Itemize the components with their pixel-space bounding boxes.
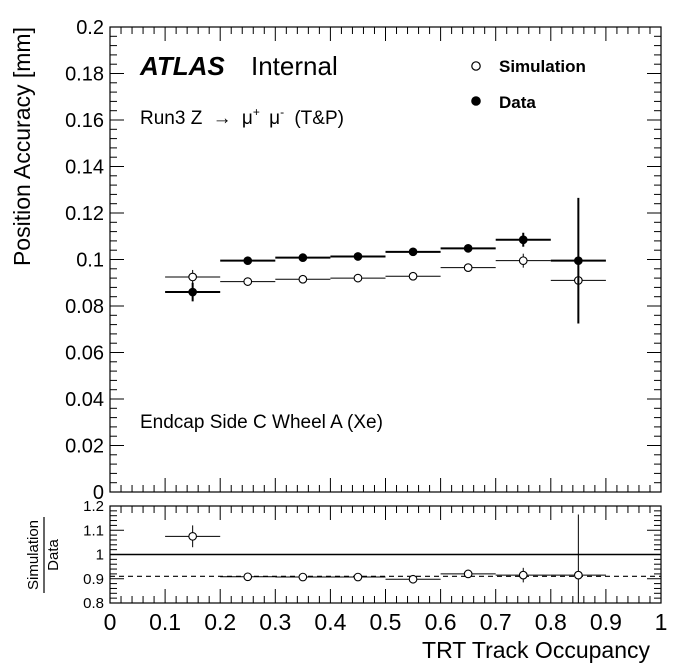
x-tick-label: 0.3	[259, 609, 291, 635]
ratio-y-tick-labels: 0.8 0.9 1 1.1 1.2	[83, 498, 104, 612]
simulation-point-marker	[518, 256, 528, 266]
ratio-y-label-denominator: Data	[45, 539, 62, 571]
x-tick-labels: 0 0.1 0.2 0.3 0.4 0.5 0.6 0.7 0.8 0.9 1	[104, 609, 668, 635]
process-suffix: (T&P)	[294, 108, 344, 129]
ratio-point-marker	[188, 531, 197, 541]
main-y-tick-label: 0	[93, 482, 104, 504]
simulation-point-marker	[408, 271, 418, 281]
ratio-y-label-numerator: Simulation	[25, 520, 42, 590]
main-y-tick-label: 0.06	[65, 343, 104, 365]
x-tick-label: 0.8	[535, 609, 567, 635]
x-tick-label: 0	[104, 609, 117, 635]
x-tick-label: 1	[655, 609, 668, 635]
data-point-marker	[243, 256, 253, 266]
data-point-marker	[353, 252, 363, 261]
process-arrow: →	[213, 108, 232, 129]
ratio-y-tick-label: 0.9	[83, 571, 104, 588]
main-y-tick-label: 0.08	[65, 296, 104, 318]
atlas-status-label: Internal	[251, 51, 338, 81]
x-tick-label: 0.7	[480, 609, 512, 635]
ratio-y-tick-label: 0.8	[83, 595, 104, 612]
process-mu-plus: μ	[242, 108, 253, 129]
simulation-point-marker	[463, 263, 473, 272]
ratio-point-marker	[298, 572, 308, 582]
main-y-tick-label: 0.14	[65, 157, 104, 179]
main-y-tick-label: 0.2	[76, 17, 104, 39]
main-y-tick-label: 0.02	[65, 436, 104, 458]
legend: Simulation Data	[471, 57, 586, 112]
x-tick-label: 0.6	[425, 609, 457, 635]
process-mu-minus: μ	[269, 108, 280, 129]
ratio-point-marker	[573, 570, 583, 580]
main-y-tick-labels: 0 0.02 0.04 0.06 0.08 0.1 0.12 0.14 0.16 0.18 0.2	[65, 17, 104, 504]
atlas-label: ATLAS	[139, 51, 225, 81]
main-data-points	[165, 197, 606, 324]
main-y-tick-label: 0.1	[76, 250, 104, 272]
main-y-tick-label: 0.16	[65, 110, 104, 132]
data-point-marker	[298, 253, 308, 262]
process-prefix: Run3 Z	[140, 108, 203, 129]
x-tick-label: 0.5	[370, 609, 402, 635]
data-point-marker	[573, 256, 583, 266]
data-point-marker	[188, 287, 197, 297]
simulation-point-marker	[298, 274, 308, 284]
ratio-y-tick-label: 1	[96, 547, 104, 564]
x-tick-label: 0.9	[590, 609, 622, 635]
simulation-point-marker	[188, 272, 197, 282]
ratio-point-marker	[243, 572, 253, 582]
ratio-point-marker	[518, 570, 528, 580]
x-tick-label: 0.4	[314, 609, 346, 635]
ratio-point-marker	[353, 572, 363, 582]
legend-data-marker	[471, 96, 481, 106]
ratio-y-tick-label: 1.2	[83, 498, 104, 515]
legend-data-label: Data	[499, 93, 536, 112]
x-tick-label: 0.2	[204, 609, 236, 635]
region-label: Endcap Side C Wheel A (Xe)	[140, 412, 383, 433]
legend-simulation-label: Simulation	[499, 57, 586, 76]
ratio-axis-ticks	[109, 505, 662, 604]
process-minus-sign: -	[280, 105, 284, 119]
simulation-point-marker	[243, 277, 253, 286]
data-point-marker	[408, 247, 418, 257]
main-y-axis-label: Position Accuracy [mm]	[9, 27, 35, 266]
main-y-tick-label: 0.18	[65, 64, 104, 86]
data-point-marker	[463, 243, 473, 253]
simulation-point-marker	[353, 273, 363, 283]
ratio-data-points	[165, 514, 606, 603]
x-axis-label: TRT Track Occupancy	[422, 637, 650, 663]
ratio-point-marker	[408, 574, 418, 584]
data-point-marker	[518, 235, 528, 245]
process-plus-sign: +	[253, 105, 260, 119]
x-tick-label: 0.1	[149, 609, 181, 635]
main-y-tick-label: 0.12	[65, 203, 104, 225]
ratio-y-axis-label: Simulation Data	[25, 517, 62, 593]
main-axis-ticks	[109, 26, 662, 493]
ratio-point-marker	[463, 569, 473, 579]
main-y-tick-label: 0.04	[65, 389, 104, 411]
process-label: Run3 Z → μ+ μ- (T&P)	[140, 100, 344, 129]
ratio-y-tick-label: 1.1	[83, 522, 104, 539]
legend-simulation-marker	[471, 61, 481, 71]
